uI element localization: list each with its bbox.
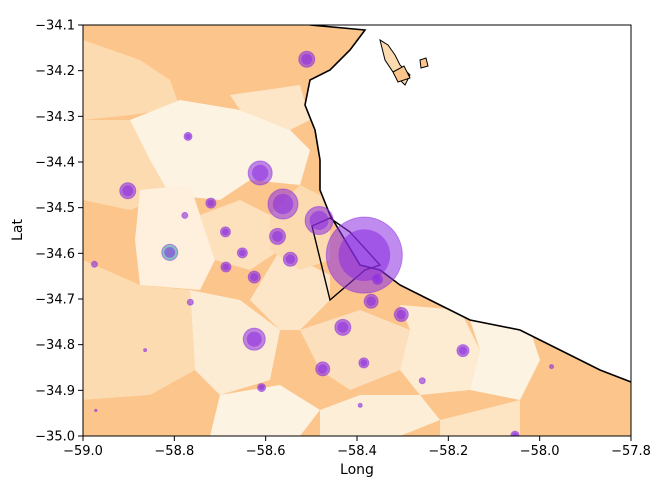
scatter-point-core xyxy=(338,229,391,281)
scatter-point-core xyxy=(222,228,229,236)
scatter-point xyxy=(418,377,426,385)
x-tick-label: −58.4 xyxy=(337,444,377,459)
y-tick-label: −34.3 xyxy=(35,110,75,125)
scatter-point-core xyxy=(301,53,313,65)
scatter-point-core xyxy=(458,346,468,355)
scatter-point-core xyxy=(285,254,296,265)
axes: −59.0 −58.8 −58.6 −58.4 −58.2 −58.0 −57.8 −34.… xyxy=(10,19,651,479)
y-tick-label: −34.8 xyxy=(35,338,75,353)
x-tick-label: −59.0 xyxy=(63,444,103,459)
scatter-point-core xyxy=(374,275,381,283)
y-axis-ticks: −34.1 −34.2 −34.3 −34.4 −34.5 −34.6 −34.7 −34.8… xyxy=(35,19,83,445)
scatter-point-core xyxy=(512,432,518,436)
y-tick-label: −34.6 xyxy=(35,247,75,262)
scatter-point-core xyxy=(122,185,134,197)
y-tick-label: −34.4 xyxy=(35,156,75,171)
y-tick-label: −34.7 xyxy=(35,293,75,308)
y-tick-label: −35.0 xyxy=(35,430,75,445)
y-tick-label: −34.1 xyxy=(35,19,75,34)
y-axis-label: Lat xyxy=(10,219,26,241)
scatter-points xyxy=(90,50,555,436)
scatter-point-core xyxy=(396,309,407,320)
y-tick-label: −34.5 xyxy=(35,201,75,216)
scatter-point-core xyxy=(222,263,230,271)
scatter-point-core xyxy=(250,273,259,282)
scatter-point xyxy=(94,408,98,413)
scatter-point xyxy=(181,211,189,219)
scatter-point-core xyxy=(258,384,265,391)
scatter-point-core xyxy=(272,230,283,242)
scatter-point xyxy=(90,260,98,268)
x-tick-label: −58.2 xyxy=(428,444,468,459)
scatter-point-core xyxy=(238,249,246,257)
background-map xyxy=(83,25,631,436)
y-tick-label: −34.2 xyxy=(35,64,75,79)
scatter-point-core xyxy=(309,210,329,230)
x-tick-label: −58.6 xyxy=(246,444,286,459)
scatter-point-core xyxy=(164,246,176,258)
x-axis-ticks: −59.0 −58.8 −58.6 −58.4 −58.2 −58.0 −57.8 xyxy=(63,436,651,459)
scatter-point-core xyxy=(207,199,215,207)
y-tick-label: −34.9 xyxy=(35,384,75,399)
scatter-point-core xyxy=(246,331,262,347)
x-axis-label: Long xyxy=(340,462,374,478)
scatter-point-core xyxy=(366,296,376,307)
scatter-point-core xyxy=(360,359,368,367)
scatter-point-core xyxy=(252,164,269,182)
scatter-point-core xyxy=(317,364,328,374)
x-tick-label: −57.8 xyxy=(611,444,651,459)
scatter-point xyxy=(357,402,363,408)
scatter-point xyxy=(186,298,194,306)
scatter-point-core xyxy=(185,133,191,140)
scatter-point xyxy=(549,364,555,370)
scatter-point xyxy=(143,348,148,353)
scatter-point-core xyxy=(337,321,349,333)
x-tick-label: −58.8 xyxy=(154,444,194,459)
scatter-point-core xyxy=(272,193,294,215)
x-tick-label: −58.0 xyxy=(520,444,560,459)
